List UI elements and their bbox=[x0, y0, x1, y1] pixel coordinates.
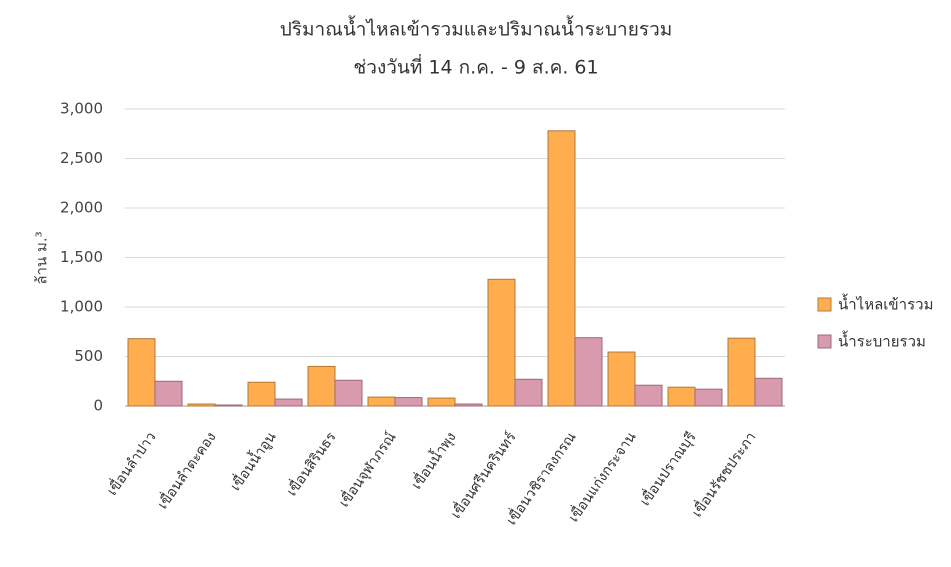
chart-subtitle: ช่วงวันที่ 14 ก.ค. - 9 ส.ค. 61 bbox=[353, 54, 598, 79]
y-tick-label: 1,000 bbox=[60, 298, 103, 316]
y-tick-label: 1,500 bbox=[60, 248, 103, 266]
x-tick-label: เขื่อนจุฬาภรณ์ bbox=[334, 428, 399, 510]
chart-title: ปริมาณน้ำไหลเข้ารวมและปริมาณน้ำระบายรวม bbox=[280, 16, 673, 41]
bar bbox=[754, 377, 783, 407]
bar bbox=[634, 384, 663, 407]
x-tick-label: เขื่อนปราณบุรี bbox=[635, 428, 699, 509]
y-tick-label: 500 bbox=[74, 347, 103, 365]
bar bbox=[334, 379, 363, 407]
bar bbox=[247, 381, 276, 407]
bar bbox=[154, 380, 183, 407]
bar bbox=[394, 397, 423, 407]
bar bbox=[367, 396, 396, 407]
bar bbox=[514, 378, 543, 407]
x-tick-label: เขื่อนศรีนครินทร์ bbox=[447, 428, 520, 522]
bar bbox=[487, 278, 516, 407]
bar bbox=[727, 337, 756, 407]
x-tick-label: เขื่อนลำตะคอง bbox=[153, 428, 219, 512]
bar bbox=[307, 365, 336, 407]
x-tick-label: เขื่อนน้ำพุง bbox=[406, 428, 459, 493]
y-tick-label: 2,000 bbox=[60, 199, 103, 217]
legend-label: น้ำระบายรวม bbox=[838, 331, 926, 351]
x-tick-label: เขื่อนน้ำอูน bbox=[225, 427, 280, 494]
legend-swatch bbox=[817, 297, 832, 312]
legend-swatch bbox=[817, 334, 832, 349]
legend-label: น้ำไหลเข้ารวม bbox=[838, 294, 933, 314]
bar bbox=[694, 388, 723, 407]
y-tick-label: 3,000 bbox=[60, 100, 103, 118]
bar bbox=[454, 403, 483, 407]
y-tick-label: 0 bbox=[93, 397, 103, 415]
bar bbox=[427, 397, 456, 407]
x-tick-label: เขื่อนสิรินธร bbox=[282, 428, 339, 499]
bar bbox=[547, 130, 576, 407]
bar bbox=[187, 403, 216, 407]
bar bbox=[127, 338, 156, 407]
y-axis-label: ล้าน ม.³ bbox=[33, 231, 51, 284]
x-tick-label: เขื่อนลำปาว bbox=[103, 428, 160, 498]
y-tick-label: 2,500 bbox=[60, 149, 103, 167]
bar bbox=[667, 386, 696, 407]
bar bbox=[574, 337, 603, 407]
bar bbox=[214, 404, 243, 407]
x-tick-label: เขื่อนรัชชประภา bbox=[688, 428, 760, 520]
bar bbox=[607, 351, 636, 407]
bar bbox=[274, 398, 303, 407]
